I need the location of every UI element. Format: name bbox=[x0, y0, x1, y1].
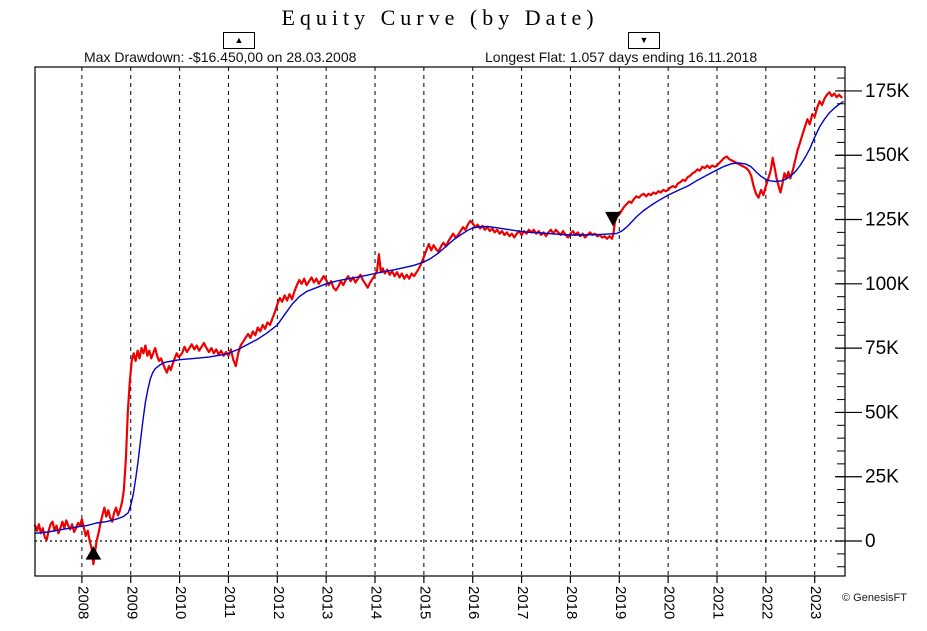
y-tick-label: 100K bbox=[865, 274, 910, 295]
x-tick-label: 2019 bbox=[612, 586, 629, 619]
x-tick-label: 2011 bbox=[221, 586, 238, 618]
x-tick-label: 2012 bbox=[270, 586, 287, 619]
y-tick-label: 150K bbox=[865, 145, 910, 166]
longest-flat-end-marker bbox=[605, 211, 621, 227]
x-tick-label: 2021 bbox=[710, 586, 727, 619]
equity-curve bbox=[33, 91, 843, 566]
max-drawdown-annotation: Max Drawdown: -$16.450,00 on 28.03.2008 bbox=[84, 49, 357, 65]
x-tick-label: 2009 bbox=[123, 586, 140, 619]
x-tick-label: 2013 bbox=[319, 586, 336, 619]
flat-marker-button[interactable]: ▼ bbox=[628, 32, 660, 49]
x-tick-label: 2010 bbox=[172, 586, 189, 619]
drawdown-marker-button[interactable]: ▲ bbox=[223, 32, 255, 49]
x-tick-label: 2018 bbox=[563, 586, 580, 619]
max-drawdown-trough-marker bbox=[85, 546, 102, 560]
y-tick-label: 75K bbox=[865, 338, 899, 359]
y-tick-label: 175K bbox=[865, 81, 910, 102]
x-tick-label: 2017 bbox=[514, 586, 531, 619]
longest-flat-annotation: Longest Flat: 1.057 days ending 16.11.20… bbox=[485, 49, 758, 65]
y-tick-label: 0 bbox=[865, 531, 876, 552]
triangle-up-icon: ▲ bbox=[234, 35, 244, 45]
y-tick-label: 50K bbox=[865, 402, 899, 423]
x-tick-label: 2016 bbox=[465, 586, 482, 619]
x-tick-label: 2008 bbox=[74, 586, 91, 619]
triangle-down-icon: ▼ bbox=[639, 35, 649, 45]
genesisft-watermark: © GenesisFT bbox=[842, 592, 907, 604]
x-tick-label: 2015 bbox=[416, 586, 433, 619]
x-tick-label: 2022 bbox=[758, 586, 775, 619]
y-tick-label: 25K bbox=[865, 467, 899, 488]
x-tick-label: 2020 bbox=[661, 586, 678, 619]
plot-border bbox=[34, 66, 846, 577]
x-tick-label: 2023 bbox=[807, 586, 824, 619]
chart-title: Equity Curve (by Date) bbox=[281, 5, 599, 30]
x-tick-label: 2014 bbox=[368, 586, 385, 619]
y-tick-label: 125K bbox=[865, 210, 910, 231]
smoothed-curve bbox=[34, 100, 844, 534]
